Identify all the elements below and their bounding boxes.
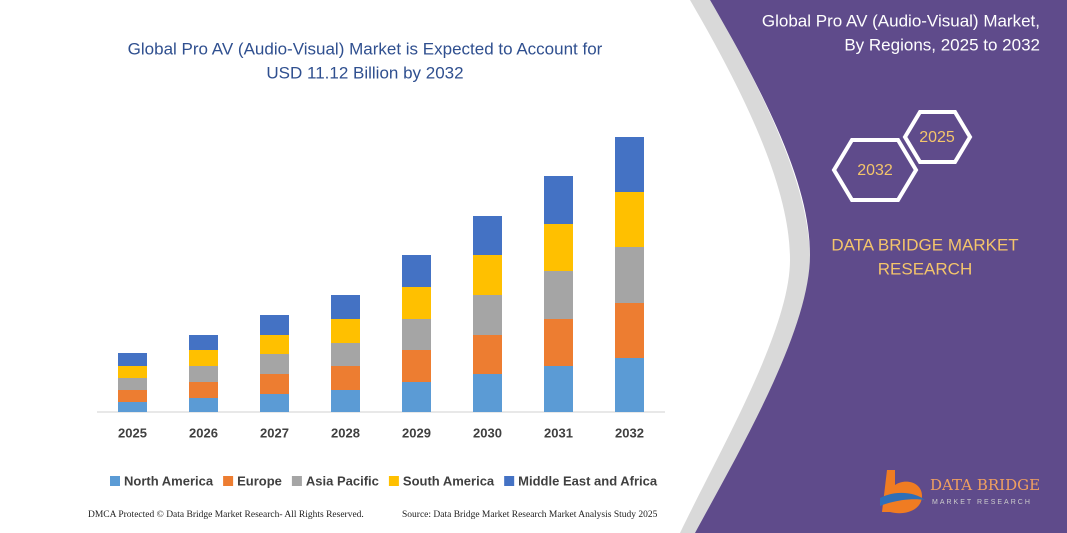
- x-tick-label: 2028: [331, 425, 360, 440]
- legend-label: Europe: [237, 473, 282, 488]
- hexagon: [902, 110, 973, 164]
- legend-swatch: [223, 476, 234, 486]
- bar-segment: [118, 390, 147, 402]
- x-tick-label: 2029: [402, 425, 431, 440]
- bar-segment: [260, 394, 289, 412]
- hexagon-label: 2025: [919, 129, 955, 146]
- legend-swatch: [388, 476, 399, 486]
- logo-tagline: MARKET RESEARCH: [932, 499, 1032, 506]
- bar-segment: [544, 176, 573, 224]
- footer-left: DMCA Protected © Data Bridge Market Rese…: [88, 509, 364, 520]
- legend-swatch: [110, 476, 120, 486]
- bar-segment: [189, 350, 218, 366]
- bar-segment: [473, 374, 502, 412]
- bar-segment: [473, 295, 502, 335]
- bar-segment: [473, 216, 502, 255]
- bar-segment: [544, 366, 573, 412]
- bar-segment: [402, 287, 431, 319]
- bar-segment: [118, 402, 147, 412]
- chart-title: USD 11.12 Billion by 2032: [266, 63, 463, 82]
- bar-segment: [189, 382, 218, 398]
- x-tick-label: 2031: [544, 425, 573, 440]
- side-panel: [695, 0, 1067, 533]
- bar-segment: [473, 255, 502, 295]
- bar-segment: [260, 315, 289, 335]
- legend-label: Asia Pacific: [306, 473, 379, 488]
- x-tick-label: 2032: [615, 425, 644, 440]
- bar-segment: [544, 224, 573, 271]
- bar-segment: [615, 192, 644, 247]
- bar-segment: [473, 335, 502, 374]
- x-tick-label: 2026: [189, 425, 218, 440]
- panel-shadow: [680, 0, 810, 533]
- bar-segment: [544, 319, 573, 366]
- legend-label: South America: [403, 473, 495, 488]
- legend-label: Middle East and Africa: [518, 473, 658, 488]
- bar-segment: [402, 255, 431, 287]
- bar-segment: [331, 390, 360, 412]
- bar-segment: [402, 350, 431, 382]
- bar-segment: [260, 354, 289, 374]
- x-tick-label: 2025: [118, 425, 147, 440]
- hexagon: [831, 138, 919, 202]
- bar-segment: [331, 319, 360, 343]
- bar-segment: [331, 343, 360, 366]
- bar-segment: [189, 398, 218, 412]
- bar-segment: [615, 247, 644, 303]
- brand-text: RESEARCH: [878, 259, 972, 278]
- bar-segment: [189, 366, 218, 382]
- brand-text: DATA BRIDGE MARKET: [831, 235, 1018, 254]
- chart-title: Global Pro AV (Audio-Visual) Market is E…: [128, 39, 603, 58]
- footer-right: Source: Data Bridge Market Research Mark…: [402, 510, 658, 520]
- bar-segment: [615, 137, 644, 192]
- bar-segment: [544, 271, 573, 319]
- bar-segment: [615, 358, 644, 412]
- bar-segment: [402, 319, 431, 350]
- bar-segment: [118, 353, 147, 366]
- legend-swatch: [504, 476, 515, 486]
- legend-swatch: [291, 476, 302, 486]
- x-tick-label: 2027: [260, 425, 289, 440]
- logo-mark: [882, 470, 922, 514]
- logo: DATA BRIDGE MARKET RESEARCH: [880, 470, 1040, 514]
- logo-mark: [880, 492, 925, 506]
- panel-title: Global Pro AV (Audio-Visual) Market,: [762, 11, 1040, 30]
- logo-name: DATA BRIDGE: [930, 476, 1040, 494]
- x-tick-label: 2030: [473, 425, 502, 440]
- legend-label: North America: [124, 473, 214, 488]
- bar-segment: [260, 374, 289, 394]
- panel-title: By Regions, 2025 to 2032: [844, 35, 1040, 54]
- bar-segment: [615, 303, 644, 358]
- hexagon-label: 2032: [857, 162, 893, 179]
- bar-segment: [402, 382, 431, 412]
- bar-segment: [118, 378, 147, 390]
- bar-segment: [331, 366, 360, 390]
- bar-segment: [260, 335, 289, 354]
- bar-segment: [189, 335, 218, 350]
- bar-segment: [331, 295, 360, 319]
- bar-segment: [118, 366, 147, 378]
